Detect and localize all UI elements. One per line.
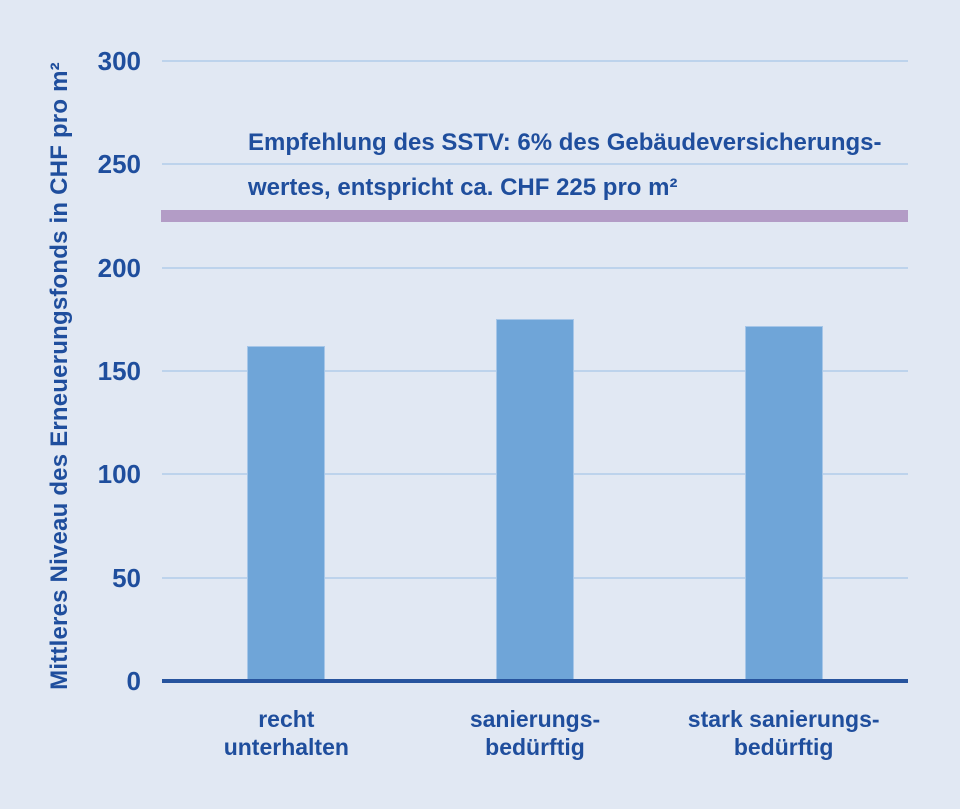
x-axis-line <box>162 679 908 683</box>
y-tick-label-150: 150 <box>97 356 141 386</box>
y-tick-label-200: 200 <box>97 252 141 283</box>
reference-annotation: Empfehlung des SSTV: 6% des Gebäudeversi… <box>248 120 882 210</box>
bar-2 <box>496 319 574 681</box>
gridline-200 <box>162 266 908 269</box>
y-tick-label-300: 300 <box>97 46 141 76</box>
x-category-label-line: stark sanierungs- <box>687 706 880 732</box>
y-tick-label-0: 0 <box>126 666 141 696</box>
y-tick-label-100: 100 <box>97 459 141 490</box>
x-category-label-line: bedürftig <box>733 734 834 760</box>
reference-annotation-line-2: wertes, entspricht ca. CHF 225 pro m² <box>248 174 678 201</box>
bar-3 <box>744 326 823 681</box>
x-category-label-line: recht <box>258 706 315 732</box>
x-category-label-line: unterhalten <box>223 734 349 760</box>
reference-annotation-line-1: Empfehlung des SSTV: 6% des Gebäudeversi… <box>248 129 882 156</box>
x-category-label-line: bedürftig <box>485 734 585 760</box>
y-tick-label-50: 50 <box>112 562 141 593</box>
reference-line <box>161 210 908 222</box>
gridline-250 <box>162 163 908 166</box>
gridline-300 <box>162 60 908 62</box>
x-category-label-line: sanierungs- <box>469 706 601 732</box>
plot-area <box>161 60 908 683</box>
y-tick-label-250: 250 <box>97 149 141 180</box>
x-category-label-2: sanierungs-bedürftig <box>405 705 665 761</box>
bar-1 <box>247 346 326 681</box>
x-category-label-3: stark sanierungs-bedürftig <box>654 705 914 761</box>
x-category-label-1: recht unterhalten <box>156 705 416 761</box>
